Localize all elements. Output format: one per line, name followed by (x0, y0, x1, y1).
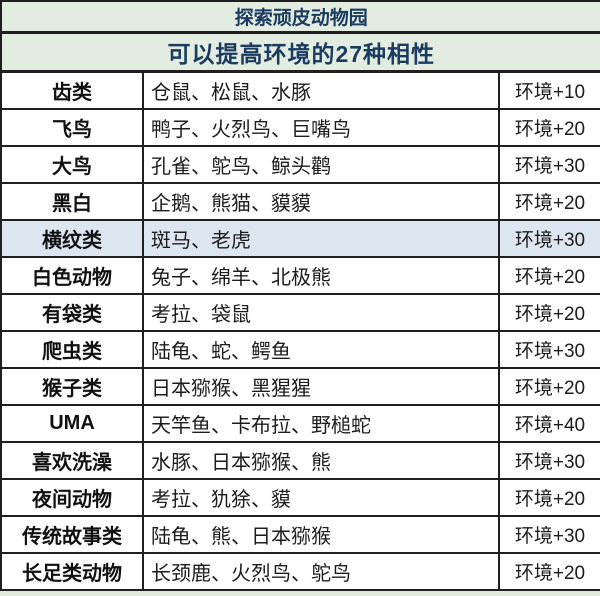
category-cell: 喜欢洗澡 (0, 440, 144, 480)
bonus-cell: 环境+20 (497, 181, 600, 221)
bonus-cell: 环境+30 (497, 218, 600, 258)
table-row: 猴子类 日本猕猴、黑猩猩 环境+20 (0, 366, 600, 406)
animals-cell: 考拉、犰狳、貘 (142, 477, 500, 517)
animals-cell: 考拉、袋鼠 (142, 292, 500, 332)
animals-cell: 企鹅、熊猫、貘貘 (142, 181, 500, 221)
category-cell: 横纹类 (0, 218, 144, 258)
category-cell: 大鸟 (0, 144, 144, 184)
category-cell: 夜间动物 (0, 477, 144, 517)
animals-cell: 鸭子、火烈鸟、巨嘴鸟 (142, 107, 500, 147)
bonus-cell: 环境+10 (497, 70, 600, 110)
bonus-cell: 环境+30 (497, 144, 600, 184)
category-cell: 爬虫类 (0, 329, 144, 369)
category-cell: 白色动物 (0, 255, 144, 295)
animals-cell: 斑马、老虎 (142, 218, 500, 258)
bonus-cell: 环境+20 (497, 255, 600, 295)
category-cell: UMA (0, 403, 144, 443)
bonus-cell: 环境+20 (497, 292, 600, 332)
table-row: UMA 天竿鱼、卡布拉、野槌蛇 环境+40 (0, 403, 600, 443)
bonus-cell: 环境+30 (497, 514, 600, 554)
category-cell: 黑白 (0, 181, 144, 221)
table-subtitle-row: 可以提高环境的27种相性 (0, 31, 600, 73)
table-row: 爬虫类 陆龟、蛇、鳄鱼 环境+30 (0, 329, 600, 369)
category-cell: 飞鸟 (0, 107, 144, 147)
table-row: 传统故事类 陆龟、熊、日本猕猴 环境+30 (0, 514, 600, 554)
animals-cell: 日本猕猴、黑猩猩 (142, 366, 500, 406)
animals-cell: 陆龟、熊、日本猕猴 (142, 514, 500, 554)
table-row: 飞鸟 鸭子、火烈鸟、巨嘴鸟 环境+20 (0, 107, 600, 147)
animals-cell: 陆龟、蛇、鳄鱼 (142, 329, 500, 369)
category-cell: 有袋类 (0, 292, 144, 332)
animals-cell: 兔子、绵羊、北极熊 (142, 255, 500, 295)
category-cell: 猴子类 (0, 366, 144, 406)
bottom-strip (0, 590, 600, 596)
category-cell: 齿类 (0, 70, 144, 110)
bonus-cell: 环境+30 (497, 329, 600, 369)
table-row: 齿类 仓鼠、松鼠、水豚 环境+10 (0, 70, 600, 110)
bonus-cell: 环境+20 (497, 477, 600, 517)
page-title: 探索顽皮动物园 (0, 0, 600, 34)
table-row: 大鸟 孔雀、鸵鸟、鲸头鹳 环境+30 (0, 144, 600, 184)
category-cell: 传统故事类 (0, 514, 144, 554)
animals-cell: 孔雀、鸵鸟、鲸头鹳 (142, 144, 500, 184)
bonus-cell: 环境+20 (497, 107, 600, 147)
table-row: 有袋类 考拉、袋鼠 环境+20 (0, 292, 600, 332)
table-row: 夜间动物 考拉、犰狳、貘 环境+20 (0, 477, 600, 517)
animals-cell: 仓鼠、松鼠、水豚 (142, 70, 500, 110)
table-title-row: 探索顽皮动物园 (0, 0, 600, 34)
table-row: 横纹类 斑马、老虎 环境+30 (0, 218, 600, 258)
table-row: 喜欢洗澡 水豚、日本猕猴、熊 环境+30 (0, 440, 600, 480)
table-row: 黑白 企鹅、熊猫、貘貘 环境+20 (0, 181, 600, 221)
bonus-cell: 环境+30 (497, 440, 600, 480)
animals-cell: 天竿鱼、卡布拉、野槌蛇 (142, 403, 500, 443)
table-row: 白色动物 兔子、绵羊、北极熊 环境+20 (0, 255, 600, 295)
bonus-cell: 环境+20 (497, 366, 600, 406)
animals-cell: 水豚、日本猕猴、熊 (142, 440, 500, 480)
bonus-cell: 环境+40 (497, 403, 600, 443)
page-subtitle: 可以提高环境的27种相性 (0, 31, 600, 73)
